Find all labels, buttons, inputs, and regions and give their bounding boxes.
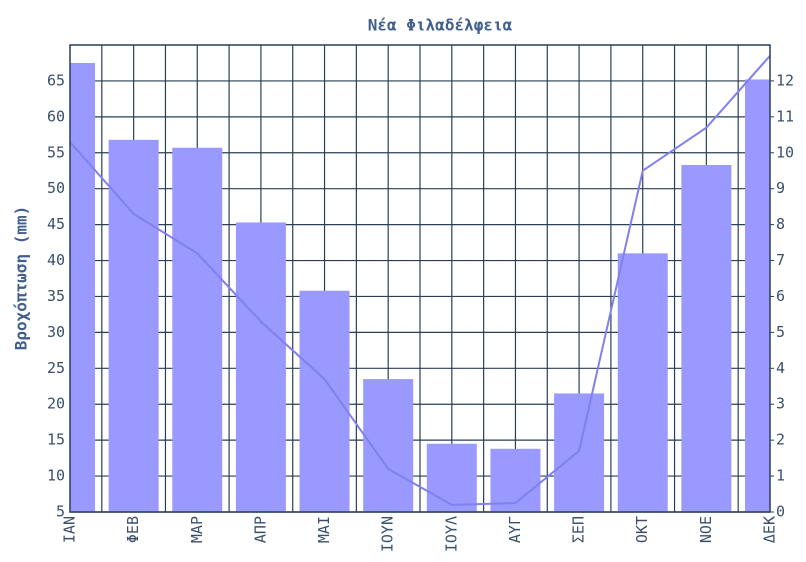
bar xyxy=(745,79,770,512)
bar xyxy=(617,253,668,512)
x-tick-label: ΜΑΙ xyxy=(315,516,333,543)
y-tick-label: 25 xyxy=(47,359,65,377)
y-tick-label: 30 xyxy=(47,323,65,341)
y2-tick-label: 5 xyxy=(776,323,785,341)
y-tick-label: 20 xyxy=(47,395,65,413)
y2-tick-label: 7 xyxy=(776,251,785,269)
bar xyxy=(490,448,541,512)
bar xyxy=(108,139,159,512)
x-tick-label: ΑΥΓ xyxy=(506,516,524,543)
bar xyxy=(172,147,223,512)
bar xyxy=(70,62,95,512)
bar xyxy=(554,393,605,512)
x-tick-label: ΙΟΥΝ xyxy=(379,516,397,552)
y-tick-label: 40 xyxy=(47,251,65,269)
y-tick-label: 60 xyxy=(47,107,65,125)
y2-tick-label: 3 xyxy=(776,395,785,413)
y-tick-label: 15 xyxy=(47,431,65,449)
bar xyxy=(681,164,732,512)
y-tick-label: 45 xyxy=(47,215,65,233)
y2-tick-label: 4 xyxy=(776,359,785,377)
x-tick-label: ΙΑΝ xyxy=(61,516,79,543)
y2-tick-label: 2 xyxy=(776,431,785,449)
plot-frame xyxy=(69,44,771,513)
y2-tick-label: 10 xyxy=(776,143,794,161)
x-tick-label: ΝΟΕ xyxy=(697,516,715,543)
y-tick-label: 35 xyxy=(47,287,65,305)
x-tick-label: ΟΚΤ xyxy=(633,516,651,543)
y-tick-label: 50 xyxy=(47,179,65,197)
x-tick-label: ΣΕΠ xyxy=(570,516,588,543)
y-tick-label: 5 xyxy=(56,503,65,521)
x-tick-label: ΦΕΒ xyxy=(124,516,142,543)
y2-tick-label: 12 xyxy=(776,71,794,89)
x-tick-label: ΑΠΡ xyxy=(251,516,269,543)
y2-tick-label: 1 xyxy=(776,467,785,485)
y-tick-label: 65 xyxy=(47,71,65,89)
x-tick-label: ΙΟΥΛ xyxy=(442,516,460,552)
bar xyxy=(235,222,286,512)
line xyxy=(70,55,770,506)
chart-title: Νέα Φιλαδέλφεια xyxy=(368,16,513,35)
x-tick-label: ΜΑΡ xyxy=(188,516,206,543)
y-axis-label: Βροχόπτωση (mm) xyxy=(12,206,31,351)
y2-tick-label: 11 xyxy=(776,107,794,125)
bar xyxy=(426,443,477,512)
y2-tick-label: 8 xyxy=(776,215,785,233)
y2-tick-label: 9 xyxy=(776,179,785,197)
y2-tick-label: 6 xyxy=(776,287,785,305)
x-tick-label: ΔΕΚ xyxy=(761,516,779,543)
y-tick-label: 55 xyxy=(47,143,65,161)
y-tick-label: 10 xyxy=(47,467,65,485)
y2-tick-label: 0 xyxy=(776,503,785,521)
bar xyxy=(299,290,350,512)
